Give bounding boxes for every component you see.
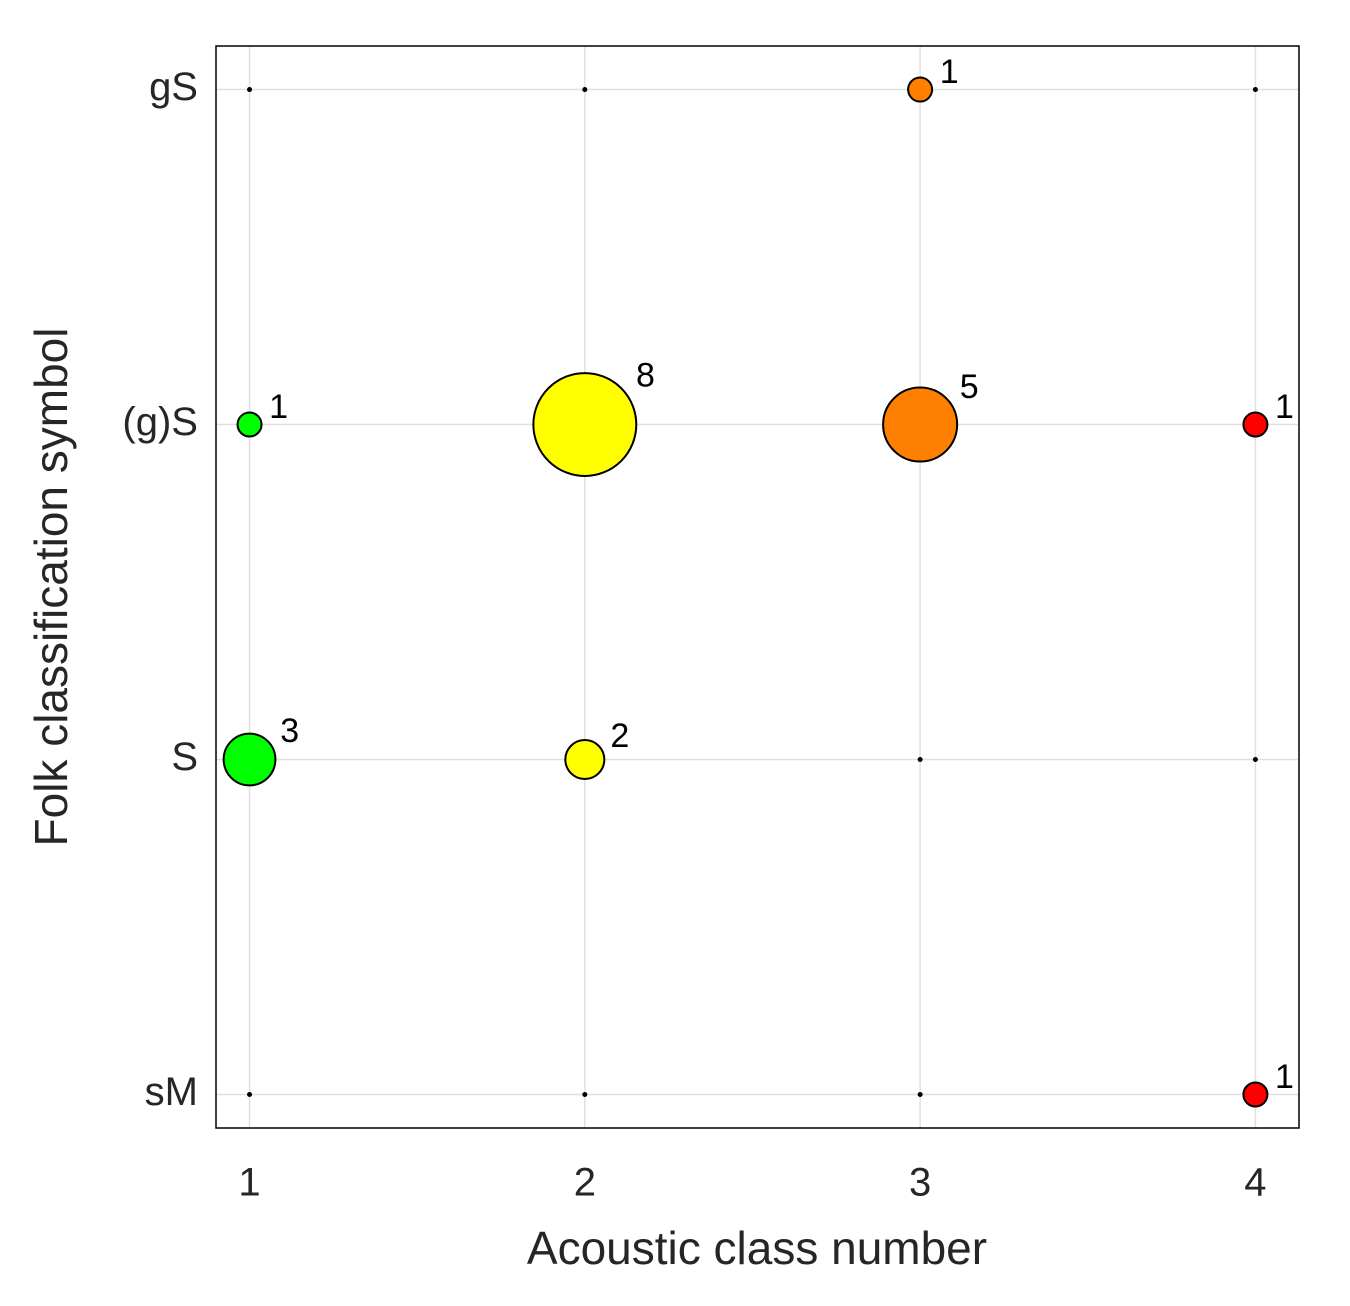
bubble [1242, 411, 1269, 438]
bubble [1242, 1081, 1269, 1108]
data-label: 2 [610, 717, 629, 755]
data-label: 1 [1275, 388, 1294, 426]
x-tick-label: 2 [574, 1161, 596, 1205]
y-tick-label: S [171, 735, 198, 779]
x-tick-label: 1 [238, 1161, 260, 1205]
bubble [907, 76, 934, 103]
data-label: 1 [940, 53, 959, 91]
bubble [582, 1092, 588, 1098]
bubble [917, 757, 923, 763]
x-tick-label: 3 [909, 1161, 931, 1205]
bubble [882, 386, 959, 463]
bubble [222, 732, 277, 787]
data-label: 8 [636, 356, 655, 394]
y-tick-label: (g)S [122, 400, 198, 444]
y-tick-label: sM [145, 1070, 198, 1114]
data-label: 1 [269, 388, 288, 426]
data-label: 5 [960, 368, 979, 406]
bubble [582, 87, 588, 93]
y-tick-label: gS [149, 65, 198, 109]
bubble [1252, 87, 1258, 93]
bubble [1252, 757, 1258, 763]
bubble [247, 87, 253, 93]
bubble [532, 372, 638, 477]
bubble [236, 411, 263, 438]
y-axis-title: Folk classification symbol [25, 328, 77, 847]
plot-frame [215, 45, 1300, 1129]
x-tick-label: 4 [1244, 1161, 1266, 1205]
bubble [917, 1092, 923, 1098]
x-axis-title: Acoustic class number [527, 1222, 987, 1274]
bubble [564, 739, 606, 781]
bubble [247, 1092, 253, 1098]
data-label: 1 [1275, 1058, 1294, 1096]
data-label: 3 [280, 712, 299, 750]
